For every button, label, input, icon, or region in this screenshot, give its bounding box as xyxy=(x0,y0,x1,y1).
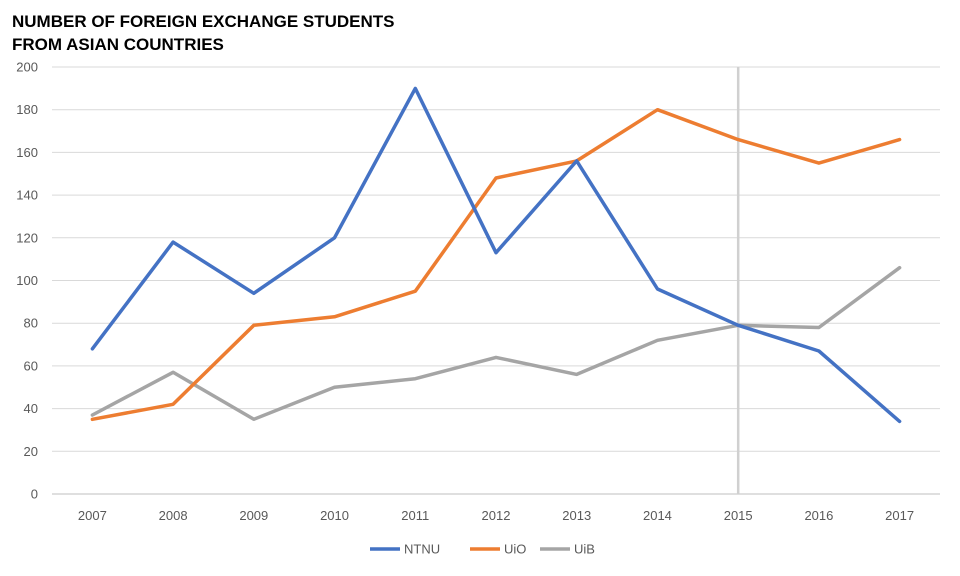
x-tick-label: 2008 xyxy=(159,508,188,523)
x-tick-label: 2015 xyxy=(724,508,753,523)
y-tick-label: 60 xyxy=(24,358,38,373)
grid-lines xyxy=(52,66,940,495)
x-tick-label: 2013 xyxy=(562,508,591,523)
y-tick-label: 40 xyxy=(24,401,38,416)
x-tick-label: 2016 xyxy=(804,508,833,523)
x-tick-label: 2017 xyxy=(885,508,914,523)
series-line-uib xyxy=(90,265,902,422)
y-tick-label: 20 xyxy=(24,444,38,459)
x-tick-label: 2007 xyxy=(78,508,107,523)
y-tick-label: 180 xyxy=(16,102,38,117)
data-series xyxy=(90,86,902,424)
legend-label: UiO xyxy=(504,542,526,557)
y-tick-label: 100 xyxy=(16,273,38,288)
legend-label: UiB xyxy=(574,542,595,557)
legend-item-ntnu: NTNU xyxy=(370,542,440,557)
x-tick-label: 2011 xyxy=(401,508,429,523)
x-tick-label: 2009 xyxy=(239,508,268,523)
legend-item-uio: UiO xyxy=(470,542,526,557)
chart-title-line-1: NUMBER OF FOREIGN EXCHANGE STUDENTS xyxy=(12,12,395,31)
x-tick-label: 2012 xyxy=(482,508,511,523)
y-tick-label: 200 xyxy=(16,60,38,75)
x-tick-label: 2014 xyxy=(643,508,672,523)
y-axis-ticks: 0 20 40 60 80 100 120 140 160 180 200 xyxy=(16,60,38,502)
x-tick-label: 2010 xyxy=(320,508,349,523)
x-axis-ticks: 2007 2008 2009 2010 2011 2012 2013 2014 2015 2016… xyxy=(78,508,914,523)
y-tick-label: 120 xyxy=(16,230,38,245)
legend-item-uib: UiB xyxy=(540,542,595,557)
chart-title-line-2: FROM ASIAN COUNTRIES xyxy=(12,35,224,54)
series-line-uio xyxy=(90,107,902,422)
legend: NTNU UiO UiB xyxy=(370,542,595,557)
series-line-ntnu xyxy=(90,86,902,424)
y-tick-label: 160 xyxy=(16,145,38,160)
y-tick-label: 140 xyxy=(16,188,38,203)
y-tick-label: 0 xyxy=(31,487,38,502)
y-tick-label: 80 xyxy=(24,316,38,331)
legend-label: NTNU xyxy=(404,542,440,557)
